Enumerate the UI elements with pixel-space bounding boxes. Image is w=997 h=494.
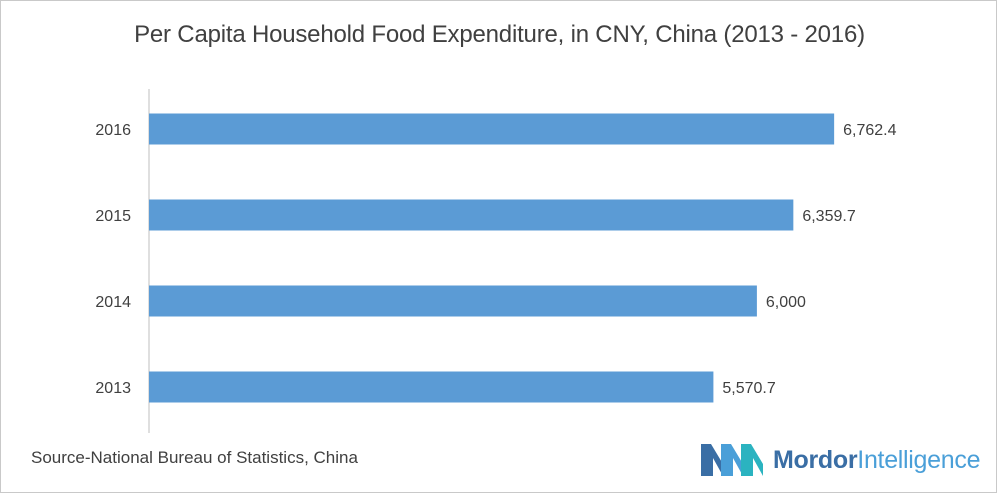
logo-mark-icon bbox=[701, 444, 763, 476]
data-label: 6,762.4 bbox=[843, 122, 896, 139]
category-tick-label: 2014 bbox=[95, 294, 131, 311]
data-label: 5,570.7 bbox=[722, 380, 775, 397]
mordor-intelligence-logo: MordorIntelligence bbox=[701, 440, 980, 480]
category-tick-label: 2016 bbox=[95, 122, 131, 139]
chart-title: Per Capita Household Food Expenditure, i… bbox=[134, 21, 865, 48]
data-label: 6,000 bbox=[766, 294, 806, 311]
data-label: 6,359.7 bbox=[802, 208, 855, 225]
bar-2016 bbox=[149, 113, 835, 145]
source-note: Source-National Bureau of Statistics, Ch… bbox=[31, 448, 358, 467]
category-tick-label: 2015 bbox=[95, 208, 131, 225]
category-tick-label: 2013 bbox=[95, 380, 131, 397]
logo-wordmark: MordorIntelligence bbox=[773, 446, 980, 475]
bar-2015 bbox=[149, 199, 794, 231]
bar-2013 bbox=[149, 371, 714, 403]
logo-word-mordor: Mordor bbox=[773, 445, 858, 474]
logo-word-intelligence: Intelligence bbox=[857, 445, 981, 474]
bar-2014 bbox=[149, 285, 757, 317]
